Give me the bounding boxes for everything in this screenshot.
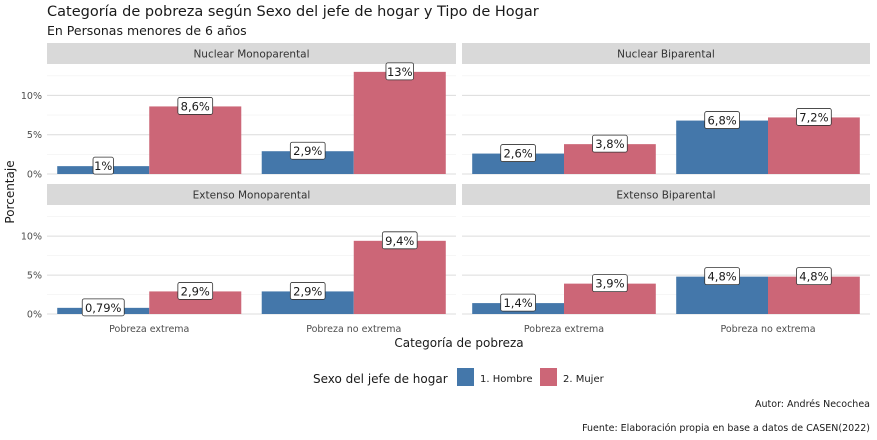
data-label: 7,2% [799,110,828,124]
data-label-box [177,282,214,300]
bar [149,106,242,174]
data-label-box [177,97,214,115]
legend-label-mujer: 2. Mujer [563,374,605,385]
data-label-box [796,267,832,286]
data-label: 0,79% [85,301,122,315]
data-label-box [385,62,414,81]
strip-label-extenso-monoparental: Extenso Monoparental [193,190,311,202]
legend-title: Sexo del jefe de hogar [313,372,448,386]
strip-label-nuclear-monoparental: Nuclear Monoparental [193,49,309,61]
data-label-box [500,144,536,162]
bar [676,120,768,174]
data-label-box [592,274,628,293]
strip-nuclear-monoparental [47,43,456,64]
y-tick-label: 5% [27,271,42,282]
legend-label-hombre: 1. Hombre [480,374,533,385]
bar [261,291,354,314]
data-label: 13% [387,65,413,79]
y-tick-label: 5% [27,130,42,141]
legend: Sexo del jefe de hogar 1. Hombre 2. Muje… [313,368,605,386]
strip-nuclear-biparental [462,43,870,64]
data-label: 2,9% [181,284,210,298]
panels-layer: Nuclear Monoparental 0% 5% 10% 1% 8,6% 2,9% 13%… [21,43,870,335]
data-label: 3,8% [595,137,624,151]
data-label-box [704,267,740,286]
strip-label-nuclear-biparental: Nuclear Biparental [617,49,715,61]
data-label: 3,9% [595,277,624,291]
data-label: 2,6% [503,147,532,161]
legend-key-mujer [540,368,557,386]
data-label-box [92,156,114,175]
data-label: 1% [94,159,112,173]
strip-extenso-monoparental [47,184,456,205]
panel-extenso-monoparental: Extenso Monoparental 0% 5% 10% 0,79% 2,9% Pobr… [21,184,456,335]
data-label-box [592,134,628,153]
data-label: 6,8% [707,114,736,128]
strip-extenso-biparental [462,184,870,205]
data-label: 2,9% [293,284,322,298]
caption-source: Fuente: Elaboración propia en base a dat… [582,423,870,434]
data-label: 8,6% [181,99,210,113]
y-tick-label: 10% [21,91,42,102]
data-label: 2,9% [293,144,322,158]
panel-extenso-biparental: Extenso Biparental 1,4% 3,9% Pobreza extrem… [462,184,870,335]
bar [353,240,446,314]
panel-nuclear-biparental: Nuclear Biparental 2,6% 3,8% 6,8% 7,2% [462,43,870,175]
data-label-box [289,141,326,160]
caption-author: Autor: Andrés Necochea [755,399,870,410]
data-label: 4,8% [799,270,828,284]
data-label: 9,4% [385,234,414,248]
chart-title: Categoría de pobreza según Sexo del jefe… [47,4,539,20]
y-tick-label: 10% [21,232,42,243]
data-label-box [704,111,740,129]
x-tick-label: Pobreza no extrema [720,324,815,335]
data-label: 1,4% [503,296,532,310]
legend-key-hombre [457,368,474,386]
data-label-box [500,293,536,312]
y-tick-label: 0% [27,170,42,181]
bar [768,117,860,174]
data-label-box [289,282,326,300]
y-tick-label: 0% [27,310,42,321]
data-label-box [81,298,125,317]
data-label-box [381,231,418,250]
bar [353,71,446,174]
chart-subtitle: En Personas menores de 6 años [47,23,247,38]
panel-nuclear-monoparental: Nuclear Monoparental 0% 5% 10% 1% 8,6% 2,9% 13% [21,43,456,181]
y-axis-title: Porcentaje [3,160,17,223]
data-label: 4,8% [707,270,736,284]
bar [472,153,564,174]
data-label-box [796,108,832,126]
x-axis-title: Categoría de pobreza [394,336,523,350]
x-tick-label: Pobreza no extrema [306,324,401,335]
bar [261,151,354,174]
bar [149,291,242,314]
strip-label-extenso-biparental: Extenso Biparental [616,190,715,202]
x-tick-label: Pobreza extrema [109,324,189,335]
x-tick-label: Pobreza extrema [524,324,604,335]
